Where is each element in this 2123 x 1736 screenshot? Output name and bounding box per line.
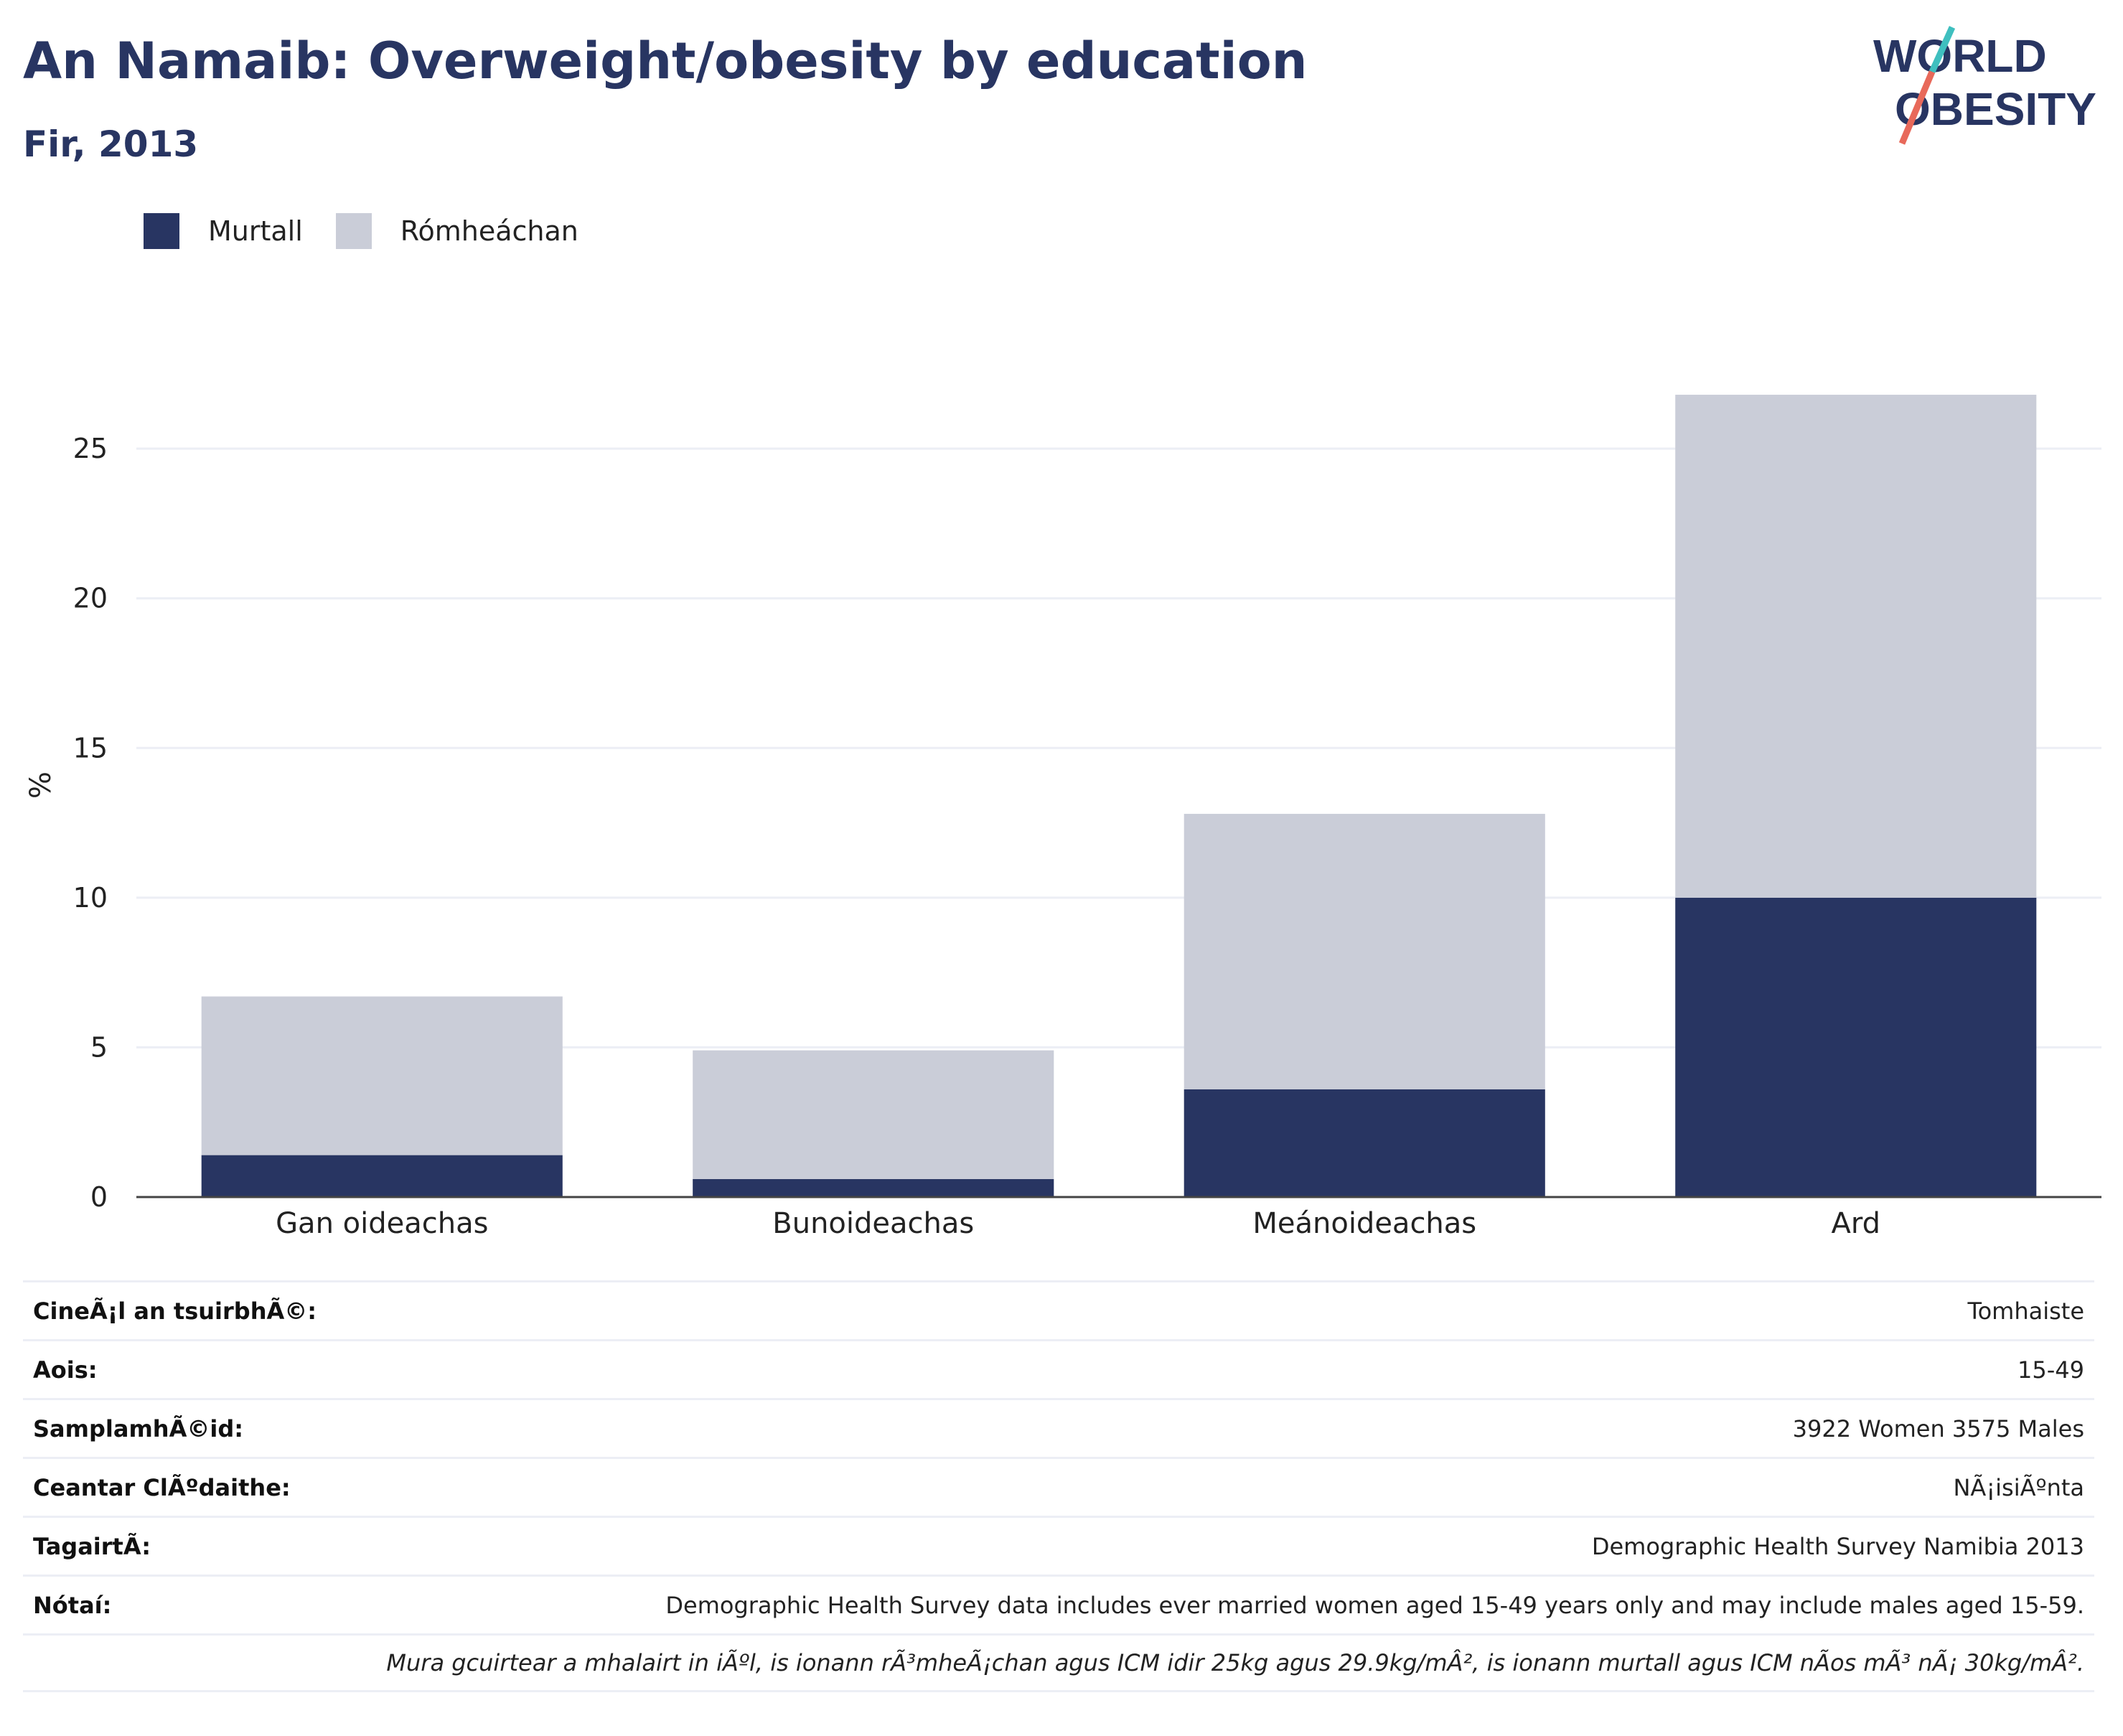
metadata-table: CineÃ¡l an tsuirbhÃ©: Tomhaiste Aois: 15… [23,1280,2094,1692]
legend-swatch-overweight [335,213,372,249]
meta-key: CineÃ¡l an tsuirbhÃ©: [33,1297,317,1325]
meta-value: Mura gcuirtear a mhalairt in iÃºl, is io… [386,1649,2084,1676]
meta-value: Tomhaiste [1967,1297,2084,1325]
legend-item-obese[interactable]: Murtall [144,213,303,249]
legend-item-overweight[interactable]: Rómheáchan [335,213,578,249]
legend-label-overweight: Rómheáchan [400,215,578,247]
meta-row: SamplamhÃ©id: 3922 Women 3575 Males [23,1398,2094,1457]
chart-legend: Murtall Rómheáchan [144,212,611,250]
svg-text:OBESITY: OBESITY [1895,83,2096,135]
meta-value: NÃ¡isiÃºnta [1953,1473,2084,1501]
bar-overweight [693,1050,1054,1179]
bar-obese [201,1155,563,1197]
x-tick-label: Gan oideachas [276,1207,488,1240]
bar-obese [693,1178,1054,1197]
meta-row: Mura gcuirtear a mhalairt in iÃºl, is io… [23,1633,2094,1692]
y-tick-label: 10 [73,882,108,914]
legend-swatch-obese [144,213,179,249]
x-tick-label: Bunoideachas [772,1207,974,1240]
meta-key: SamplamhÃ©id: [33,1414,244,1442]
bar-overweight [201,996,563,1155]
page-subtitle: Fir, 2013 [23,123,199,165]
meta-row: Aois: 15-49 [23,1339,2094,1398]
y-tick-label: 20 [73,583,108,614]
y-axis-label: % [24,771,57,799]
bar-obese [1184,1089,1545,1197]
world-obesity-logo: WORLD OBESITY [1873,26,2096,145]
bar-overweight [1675,395,2037,898]
page-title: An Namaib: Overweight/obesity by educati… [23,32,1308,90]
y-tick-label: 15 [73,732,108,764]
meta-value: Demographic Health Survey data includes … [665,1591,2084,1619]
meta-key: Ceantar ClÃºdaithe: [33,1473,291,1501]
x-tick-label: Ard [1832,1207,1881,1240]
meta-row: Ceantar ClÃºdaithe: NÃ¡isiÃºnta [23,1457,2094,1516]
x-tick-label: Meánoideachas [1252,1207,1476,1240]
meta-row: TagairtÃ: Demographic Health Survey Nami… [23,1516,2094,1575]
y-tick-label: 5 [90,1031,108,1063]
meta-value: Demographic Health Survey Namibia 2013 [1591,1532,2084,1560]
meta-value: 3922 Women 3575 Males [1792,1414,2084,1442]
meta-key: Nótaí: [33,1591,112,1619]
meta-row: CineÃ¡l an tsuirbhÃ©: Tomhaiste [23,1280,2094,1339]
y-tick-label: 0 [90,1181,108,1213]
meta-value: 15-49 [2017,1356,2084,1384]
y-tick-label: 25 [73,433,108,464]
legend-label-obese: Murtall [208,215,303,247]
svg-text:WORLD: WORLD [1873,30,2047,82]
bar-obese [1675,897,2037,1197]
bar-overweight [1184,814,1545,1089]
meta-key: Aois: [33,1356,98,1384]
bar-chart: 0 5 10 15 20 25% Gan oideachas Bunoideachas Meán… [24,395,2101,1240]
meta-key: TagairtÃ: [33,1532,151,1560]
meta-row: Nótaí: Demographic Health Survey data in… [23,1575,2094,1633]
